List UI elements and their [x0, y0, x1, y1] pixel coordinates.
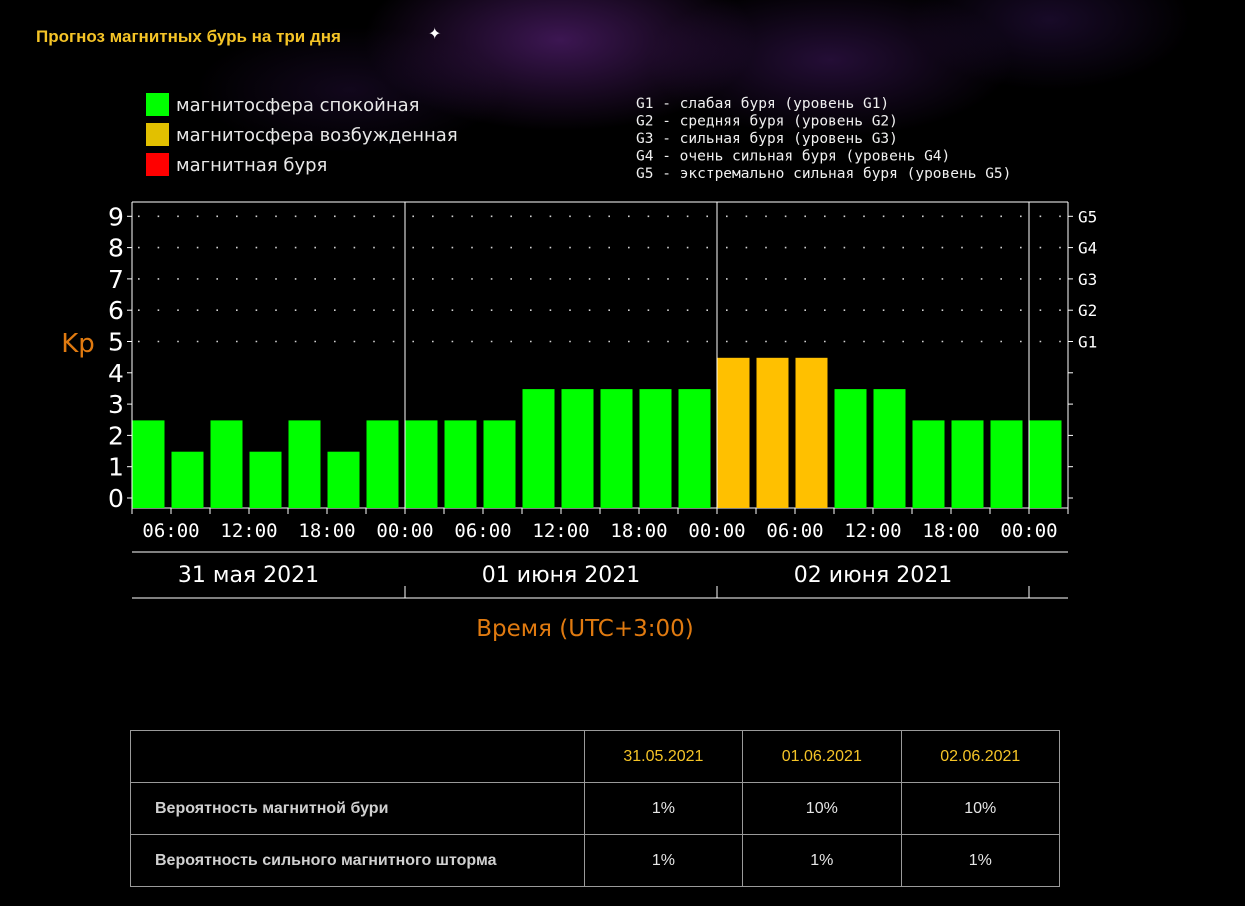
- y-tick-label: 0: [108, 484, 124, 513]
- table-header-empty: [130, 730, 585, 783]
- kp-bar: [951, 420, 984, 508]
- kp-bar: [132, 420, 165, 508]
- table-cell: 10%: [742, 782, 902, 835]
- legend-label: магнитосфера спокойная: [176, 95, 419, 116]
- kp-bar: [678, 389, 711, 508]
- g-level-legend-item: G3 - сильная буря (уровень G3): [636, 131, 898, 147]
- row-label: Вероятность сильного магнитного шторма: [130, 834, 585, 887]
- x-tick-label: 18:00: [298, 520, 355, 542]
- space-background: [0, 0, 1245, 230]
- y-tick-label: 5: [108, 328, 124, 357]
- y-tick-label: 6: [108, 296, 124, 325]
- x-tick-label: 12:00: [844, 520, 901, 542]
- table-cell: 1%: [742, 834, 902, 887]
- table-header-date: 01.06.2021: [742, 730, 902, 783]
- kp-bar: [912, 420, 945, 508]
- g-level-legend-item: G1 - слабая буря (уровень G1): [636, 96, 889, 112]
- table-header-date: 02.06.2021: [900, 730, 1061, 783]
- table-cell: 10%: [900, 782, 1061, 835]
- kp-bar: [249, 451, 282, 508]
- kp-bar: [366, 420, 399, 508]
- g-tick-label: G5: [1078, 207, 1097, 226]
- table-row: Вероятность сильного магнитного шторма 1…: [130, 834, 1061, 887]
- kp-bar: [639, 389, 672, 508]
- y-tick-label: 7: [108, 265, 124, 294]
- kp-bar: [834, 389, 867, 508]
- table-header-row: 31.05.2021 01.06.2021 02.06.2021: [130, 730, 1061, 783]
- y-tick-label: 9: [108, 202, 124, 231]
- y-tick-label: 8: [108, 234, 124, 263]
- kp-bar: [522, 389, 555, 508]
- day-label: 01 июня 2021: [482, 563, 640, 588]
- table-cell: 1%: [583, 782, 744, 835]
- kp-bar: [1029, 420, 1062, 508]
- y-axis-title: Kp: [61, 329, 95, 359]
- g-level-legend-item: G2 - средняя буря (уровень G2): [636, 114, 898, 130]
- y-tick-label: 1: [108, 453, 124, 482]
- table-cell: 1%: [900, 834, 1061, 887]
- x-tick-label: 00:00: [376, 520, 433, 542]
- storm-probability-table: 31.05.2021 01.06.2021 02.06.2021 Вероятн…: [130, 730, 1061, 887]
- kp-bar: [600, 389, 633, 508]
- kp-bar: [444, 420, 477, 508]
- x-tick-label: 00:00: [688, 520, 745, 542]
- kp-bar: [717, 357, 750, 508]
- kp-bar: [756, 357, 789, 508]
- g-level-legend-item: G4 - очень сильная буря (уровень G4): [636, 149, 950, 165]
- y-tick-label: 2: [108, 421, 124, 450]
- legend-swatch: [146, 93, 169, 116]
- y-tick-label: 3: [108, 390, 124, 419]
- kp-bar: [171, 451, 204, 508]
- legend-swatch: [146, 123, 169, 146]
- kp-bar: [990, 420, 1023, 508]
- kp-forecast-chart: магнитосфера спокойная магнитосфера возбу…: [61, 93, 1097, 642]
- x-tick-label: 12:00: [220, 520, 277, 542]
- x-tick-label: 06:00: [454, 520, 511, 542]
- star-icon: ✦: [428, 26, 442, 43]
- table-row: Вероятность магнитной бури 1% 10% 10%: [130, 782, 1061, 835]
- x-tick-label: 12:00: [532, 520, 589, 542]
- kp-bar: [327, 451, 360, 508]
- kp-bar: [561, 389, 594, 508]
- kp-bar: [405, 420, 438, 508]
- kp-bar: [483, 420, 516, 508]
- table-cell: 1%: [583, 834, 744, 887]
- kp-bar: [873, 389, 906, 508]
- legend-swatch: [146, 153, 169, 176]
- g-level-legend-item: G5 - экстремально сильная буря (уровень …: [636, 166, 1011, 182]
- legend-label: магнитная буря: [176, 155, 327, 176]
- kp-bar: [795, 357, 828, 508]
- x-axis-title: Время (UTC+3:00): [476, 616, 694, 642]
- x-tick-label: 18:00: [922, 520, 979, 542]
- y-tick-label: 4: [108, 359, 124, 388]
- g-tick-label: G2: [1078, 301, 1097, 320]
- x-tick-label: 00:00: [1000, 520, 1057, 542]
- day-label: 02 июня 2021: [794, 563, 952, 588]
- kp-bar: [288, 420, 321, 508]
- kp-bar: [210, 420, 243, 508]
- g-tick-label: G4: [1078, 239, 1097, 258]
- row-label: Вероятность магнитной бури: [130, 782, 585, 835]
- day-label: 31 мая 2021: [178, 563, 319, 588]
- legend-label: магнитосфера возбужденная: [176, 125, 458, 146]
- page-title: Прогноз магнитных бурь на три дня: [36, 27, 341, 46]
- x-tick-label: 06:00: [766, 520, 823, 542]
- table-header-date: 31.05.2021: [583, 730, 744, 783]
- g-tick-label: G1: [1078, 333, 1097, 352]
- g-tick-label: G3: [1078, 270, 1097, 289]
- x-tick-label: 18:00: [610, 520, 667, 542]
- x-tick-label: 06:00: [142, 520, 199, 542]
